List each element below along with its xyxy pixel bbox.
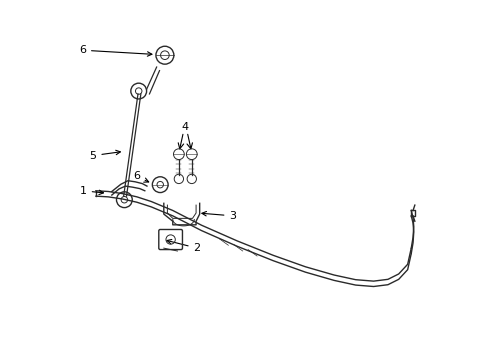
Text: 2: 2 bbox=[167, 239, 200, 253]
Text: 3: 3 bbox=[202, 211, 236, 221]
Text: 6: 6 bbox=[133, 171, 148, 182]
Text: 6: 6 bbox=[79, 45, 152, 56]
Text: 4: 4 bbox=[182, 122, 188, 132]
Text: 1: 1 bbox=[80, 186, 103, 196]
Text: 5: 5 bbox=[89, 150, 120, 161]
